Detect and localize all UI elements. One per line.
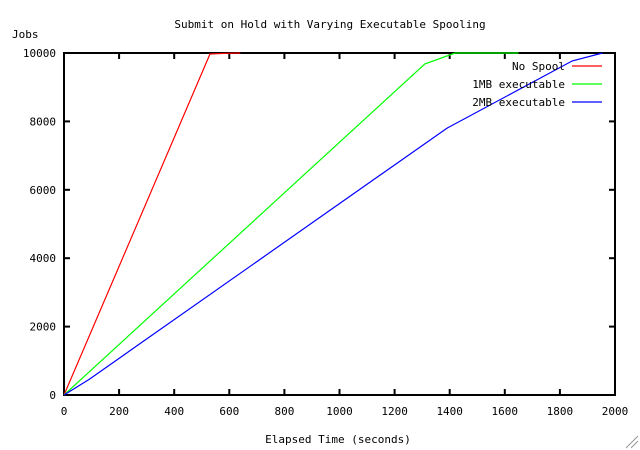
x-tick-label: 1800: [547, 405, 574, 418]
y-tick-label: 8000: [30, 115, 57, 128]
legend-label: 2MB executable: [472, 96, 565, 109]
x-tick-label: 1600: [492, 405, 519, 418]
chart-title: Submit on Hold with Varying Executable S…: [174, 18, 485, 31]
x-tick-label: 1200: [381, 405, 408, 418]
y-tick-label: 10000: [23, 47, 56, 60]
x-tick-label: 800: [274, 405, 294, 418]
x-tick-label: 200: [109, 405, 129, 418]
y-tick-label: 0: [49, 389, 56, 402]
x-tick-label: 400: [164, 405, 184, 418]
y-tick-label: 2000: [30, 321, 57, 334]
resize-grip-icon[interactable]: [625, 435, 639, 449]
y-tick-label: 4000: [30, 252, 57, 265]
series-line-0: [63, 52, 241, 396]
x-axis-label: Elapsed Time (seconds): [265, 433, 411, 446]
x-tick-label: 1000: [326, 405, 353, 418]
x-tick-label: 1400: [436, 405, 463, 418]
legend-label: 1MB executable: [472, 78, 565, 91]
y-tick-label: 6000: [30, 184, 57, 197]
x-tick-label: 2000: [602, 405, 629, 418]
x-tick-label: 0: [61, 405, 68, 418]
legend-label: No Spool: [512, 60, 565, 73]
series-line-2: [63, 52, 603, 396]
y-axis-label: Jobs: [12, 28, 39, 41]
series-line-1: [63, 52, 519, 396]
x-tick-label: 600: [219, 405, 239, 418]
